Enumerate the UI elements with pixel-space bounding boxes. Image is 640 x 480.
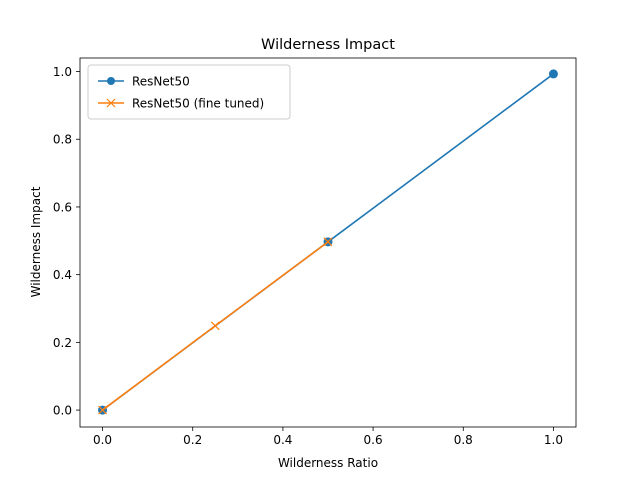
x-tick-label: 0.2	[183, 433, 202, 447]
x-tick-label: 0.4	[273, 433, 292, 447]
y-tick-label: 0.0	[53, 404, 72, 418]
legend-marker	[107, 77, 115, 85]
y-tick-label: 1.0	[53, 65, 72, 79]
plot-frame	[79, 57, 577, 428]
legend: ResNet50 ResNet50 (fine tuned)	[87, 64, 291, 120]
data-point	[210, 321, 220, 331]
x-tick-label: 1.0	[544, 433, 563, 447]
x-axis-label: Wilderness Ratio	[278, 456, 378, 470]
data-point	[548, 69, 558, 79]
marker-stroke	[323, 237, 333, 247]
legend-marker	[106, 98, 116, 108]
x-tick-label: 0.6	[364, 433, 383, 447]
legend-entry: ResNet50 (fine tuned)	[98, 97, 264, 111]
y-tick-label: 0.6	[53, 200, 72, 214]
y-tick-label: 0.2	[53, 336, 72, 350]
x-tick-label: 0.8	[454, 433, 473, 447]
x-tick-label: 0.0	[93, 433, 112, 447]
data-point	[98, 405, 107, 415]
y-axis-label: Wilderness Impact	[29, 186, 43, 297]
y-tick-label: 0.4	[53, 268, 72, 282]
y-tick-label: 0.8	[53, 133, 72, 147]
legend-label: ResNet50 (fine tuned)	[132, 97, 264, 111]
plot-layer: 0.0 0.2 0.4 0.6 0.8 1.0 0.0 0.2 0.4 0.6 0.8 1.0 ResN…	[53, 57, 577, 447]
marker-stroke	[210, 321, 220, 331]
marker-stroke	[98, 405, 107, 415]
chart-title: Wilderness Impact	[261, 37, 395, 53]
legend-label: ResNet50	[132, 75, 190, 89]
data-point	[323, 237, 333, 247]
legend-box	[87, 64, 291, 120]
legend-entry: ResNet50	[98, 75, 190, 89]
